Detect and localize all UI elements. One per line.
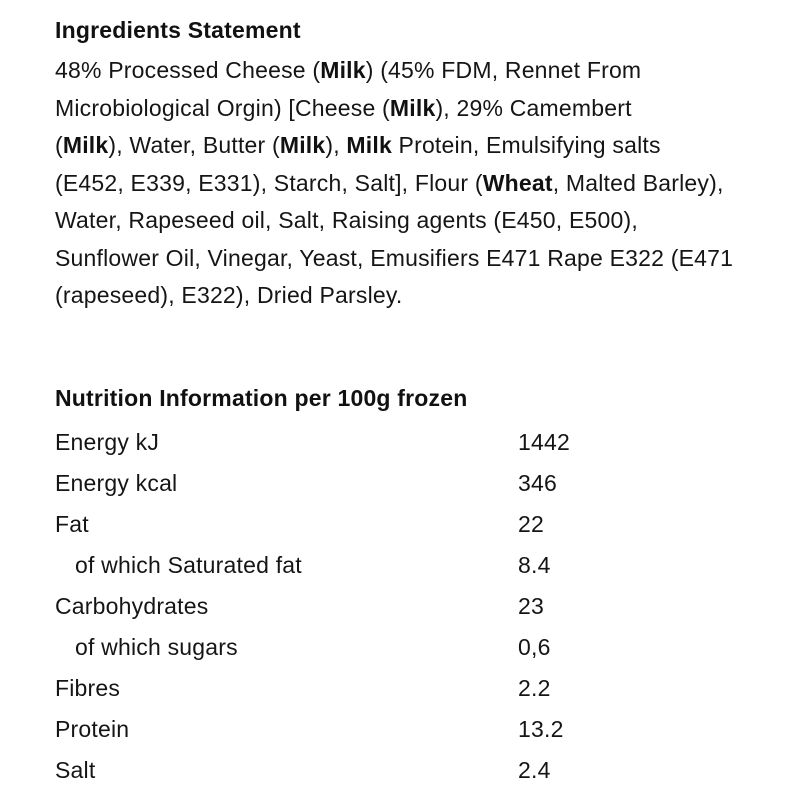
nutrient-label: Energy kJ [55,428,160,455]
nutrition-row: of which Saturated fat 8.4 [55,545,745,586]
nutrient-value: 2.4 [518,756,551,783]
nutrient-label: Fibres [55,674,121,701]
ingredient-text: Microbiological Orgin) [Cheese ( [55,94,390,121]
ingredient-text: , Malted Barley), [552,169,724,196]
nutrient-label: Salt [55,756,96,783]
ingredients-line: Microbiological Orgin) [Cheese (Milk), 2… [55,90,745,128]
ingredient-text: ), Water, Butter ( [108,132,280,158]
nutrition-section: Nutrition Information per 100g frozen En… [55,383,745,791]
nutrition-row: of which sugars 0,6 [55,627,745,668]
ingredients-text: 48% Processed Cheese (Milk) (45% FDM, Re… [55,52,745,315]
nutrient-value: 23 [518,592,544,619]
allergen-text: Wheat [482,169,553,196]
ingredient-text: ), [325,132,347,158]
nutrient-label: Carbohydrates [55,592,209,619]
ingredient-text: 48% Processed Cheese ( [55,57,321,83]
ingredients-line: Sunflower Oil, Vinegar, Yeast, Emusifier… [55,240,745,278]
nutrient-label: Fat [55,510,89,537]
ingredients-section: Ingredients Statement 48% Processed Chee… [55,15,745,315]
nutrition-information-title: Nutrition Information per 100g frozen [55,384,468,411]
nutrient-value: 2.2 [518,674,551,701]
nutrition-row: Energy kcal 346 [55,463,745,504]
nutrient-value: 13.2 [518,715,564,742]
nutrition-row: Fat 22 [55,504,745,545]
allergen-text: Milk [62,132,109,158]
ingredients-line: (rapeseed), E322), Dried Parsley. [55,277,745,315]
nutrient-label: of which Saturated fat [75,551,302,578]
ingredients-statement-title: Ingredients Statement [55,17,301,43]
allergen-text: Milk [320,57,366,83]
allergen-text: Milk [389,94,436,121]
nutrition-row: Salt 2.4 [55,750,745,791]
ingredient-text: Sunflower Oil, Vinegar, Yeast, Emusifier… [55,244,734,271]
ingredient-text: ), 29% Camembert [435,94,632,121]
allergen-text: Milk [279,132,326,158]
ingredients-line: (Milk), Water, Butter (Milk), Milk Prote… [55,127,745,165]
nutrient-label: Energy kcal [55,469,178,496]
nutrition-table: Energy kJ 1442 Energy kcal 346 Fat 22 of which… [55,422,745,791]
ingredient-text: (rapeseed), E322), Dried Parsley. [55,282,403,308]
nutrition-row: Protein 13.2 [55,709,745,750]
nutrient-value: 0,6 [518,633,551,660]
allergen-text: Milk [346,132,392,158]
ingredient-text: (E452, E339, E331), Starch, Salt], Flour… [55,169,483,196]
ingredient-text: Protein, Emulsifying salts [391,132,661,158]
nutrition-row: Energy kJ 1442 [55,422,745,463]
ingredients-line: (E452, E339, E331), Starch, Salt], Flour… [55,165,745,203]
nutrient-label: Protein [55,715,130,742]
nutrient-value: 346 [518,469,557,496]
nutrient-value: 8.4 [518,551,551,578]
ingredient-text: ( [55,132,63,158]
nutrient-value: 22 [518,510,544,537]
ingredients-line: Water, Rapeseed oil, Salt, Raising agent… [55,202,745,240]
ingredient-text: Water, Rapeseed oil, Salt, Raising agent… [55,207,638,233]
ingredient-text: ) (45% FDM, Rennet From [365,57,642,83]
ingredients-line: 48% Processed Cheese (Milk) (45% FDM, Re… [55,52,745,90]
nutrient-label: of which sugars [75,633,238,660]
nutrition-row: Carbohydrates 23 [55,586,745,627]
nutrient-value: 1442 [518,428,570,455]
nutrition-row: Fibres 2.2 [55,668,745,709]
